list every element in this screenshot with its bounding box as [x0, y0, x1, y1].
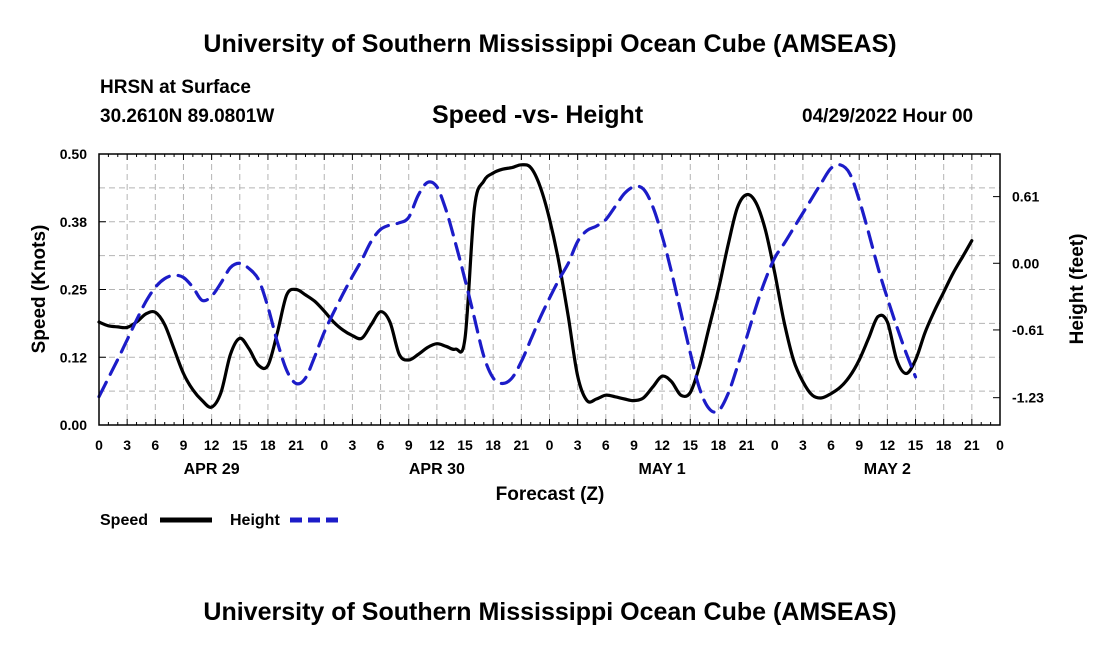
x-tick-label: 3 — [799, 437, 807, 453]
x-tick-label: 15 — [682, 437, 698, 453]
y-right-tick-label: 0.00 — [1012, 255, 1039, 271]
x-tick-label: 3 — [123, 437, 131, 453]
series-speed-line — [97, 163, 974, 409]
x-tick-label: 0 — [771, 437, 779, 453]
x-tick-label: 0 — [320, 437, 328, 453]
legend-height-label: Height — [230, 512, 280, 529]
x-tick-label: 18 — [936, 437, 952, 453]
legend: Speed Height — [100, 512, 342, 529]
y-right-tick-label: -1.23 — [1012, 390, 1044, 406]
x-tick-label: 3 — [574, 437, 582, 453]
x-axis-label: Forecast (Z) — [496, 484, 605, 505]
x-tick-label: 0 — [95, 437, 103, 453]
y-right-tick-label: 0.61 — [1012, 189, 1039, 205]
x-tick-label: 6 — [151, 437, 159, 453]
series-height-line — [97, 163, 918, 414]
legend-speed-label: Speed — [100, 512, 148, 529]
y-axis-right-label: Height (feet) — [1067, 234, 1088, 345]
x-tick-label: 0 — [996, 437, 1004, 453]
y-axis-left-label: Speed (Knots) — [29, 225, 50, 354]
date-label: MAY 2 — [864, 461, 911, 478]
grid — [99, 154, 1000, 425]
x-tick-label: 21 — [514, 437, 530, 453]
chart-subtitle: Speed -vs- Height — [432, 101, 644, 129]
x-tick-label: 12 — [429, 437, 445, 453]
x-tick-label: 3 — [349, 437, 357, 453]
x-tick-label: 15 — [457, 437, 473, 453]
x-tick-label: 9 — [855, 437, 863, 453]
x-tick-label: 12 — [654, 437, 670, 453]
x-tick-label: 15 — [232, 437, 248, 453]
y-left-tick-label: 0.00 — [60, 417, 87, 433]
station-label: HRSN at Surface — [100, 77, 251, 98]
x-tick-label: 21 — [288, 437, 304, 453]
x-tick-label: 15 — [908, 437, 924, 453]
y-left-tick-label: 0.25 — [60, 282, 87, 298]
x-tick-label: 9 — [180, 437, 188, 453]
series — [97, 163, 974, 414]
x-tick-label: 6 — [602, 437, 610, 453]
x-tick-label: 12 — [204, 437, 220, 453]
x-tick-label: 18 — [485, 437, 501, 453]
x-tick-label: 18 — [260, 437, 276, 453]
date-label: APR 30 — [409, 461, 465, 478]
date-label: APR 29 — [184, 461, 240, 478]
forecast-datetime: 04/29/2022 Hour 00 — [802, 106, 974, 127]
x-tick-label: 9 — [630, 437, 638, 453]
x-tick-label: 6 — [377, 437, 385, 453]
y-left-tick-label: 0.38 — [60, 214, 87, 230]
y-left-tick-label: 0.50 — [60, 146, 87, 162]
x-tick-label: 9 — [405, 437, 413, 453]
coordinates-label: 30.2610N 89.0801W — [100, 106, 275, 127]
y-left-tick-label: 0.12 — [60, 349, 87, 365]
chart-title: University of Southern Mississippi Ocean… — [203, 30, 897, 58]
x-tick-label: 21 — [739, 437, 755, 453]
x-tick-label: 12 — [880, 437, 896, 453]
x-tick-label: 18 — [711, 437, 727, 453]
y-right-tick-label: -0.61 — [1012, 322, 1044, 338]
axes: 0 3 6 9 12 15 18 21 0 3 6 9 12 15 18 21 0 3 6 9 12 15 18 21 0 3 6 9… — [60, 146, 1044, 478]
x-tick-label: 0 — [546, 437, 554, 453]
x-tick-label: 6 — [827, 437, 835, 453]
date-label: MAY 1 — [639, 461, 686, 478]
x-tick-label: 21 — [964, 437, 980, 453]
footer-title: University of Southern Mississippi Ocean… — [203, 598, 897, 626]
